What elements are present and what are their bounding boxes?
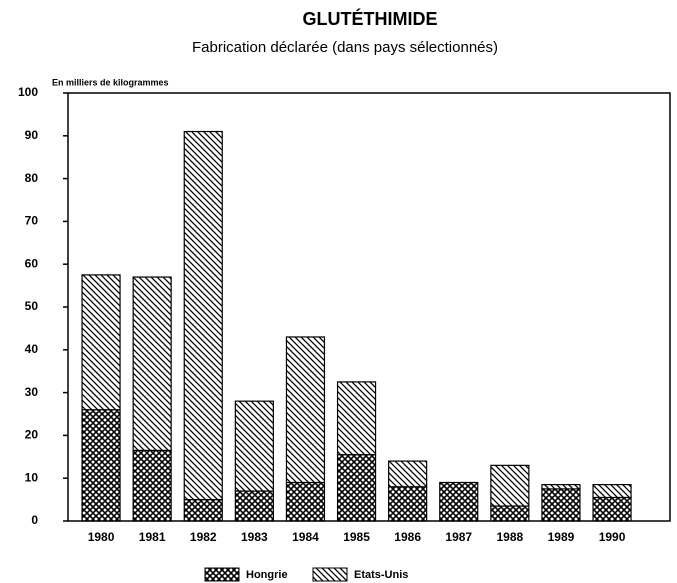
x-tick-label: 1980 — [88, 530, 115, 544]
bar-segment — [541, 488, 581, 522]
bar-segment — [183, 499, 223, 522]
x-tick-label: 1989 — [548, 530, 575, 544]
x-tick-label: 1990 — [599, 530, 626, 544]
y-tick-label: 0 — [31, 513, 38, 527]
x-tick-label: 1982 — [190, 530, 217, 544]
chart-title: GLUTÉTHIMIDE — [303, 8, 438, 29]
x-tick-label: 1988 — [496, 530, 523, 544]
y-tick-label: 80 — [25, 171, 39, 185]
bar-segment — [285, 336, 326, 484]
x-tick-label: 1987 — [445, 530, 472, 544]
chart-subtitle: Fabrication déclarée (dans pays sélectio… — [192, 39, 498, 56]
y-axis-label: En milliers de kilogrammes — [52, 77, 169, 87]
bar-segment — [439, 481, 479, 522]
bar-segment — [336, 454, 377, 522]
y-tick-label: 10 — [25, 470, 39, 484]
legend-label: Hongrie — [246, 569, 288, 581]
y-tick-label: 60 — [25, 256, 39, 270]
x-tick-label: 1983 — [241, 530, 268, 544]
legend-swatch — [312, 567, 348, 582]
y-tick-label: 30 — [25, 385, 39, 399]
bar-segment — [336, 381, 377, 456]
bar-segment — [592, 484, 632, 499]
x-tick-label: 1985 — [343, 530, 370, 544]
legend-label: Etats-Unis — [354, 569, 408, 581]
bar-segment — [234, 490, 274, 522]
y-tick-label: 90 — [25, 128, 39, 142]
y-tick-label: 40 — [25, 342, 39, 356]
bar-segment — [592, 496, 632, 522]
x-tick-label: 1986 — [394, 530, 421, 544]
y-tick-label: 100 — [18, 85, 38, 99]
bar-segment — [81, 274, 121, 411]
bar-segment — [81, 409, 121, 522]
y-tick-label: 50 — [25, 299, 39, 313]
legend-swatch — [204, 567, 240, 582]
bar-segment — [541, 484, 581, 490]
x-tick-label: 1984 — [292, 530, 319, 544]
y-tick-label: 70 — [25, 214, 39, 228]
bar-segment — [285, 481, 326, 522]
x-tick-label: 1981 — [139, 530, 166, 544]
bar-segment — [132, 276, 172, 451]
y-tick-label: 20 — [25, 428, 39, 442]
bar-segment — [132, 449, 172, 522]
bar-segment — [490, 464, 530, 507]
bar-segment — [490, 505, 530, 522]
bar-segment — [388, 486, 428, 522]
bar-segment — [388, 460, 428, 488]
bar-segment — [183, 130, 223, 501]
bar-segment — [234, 400, 274, 492]
